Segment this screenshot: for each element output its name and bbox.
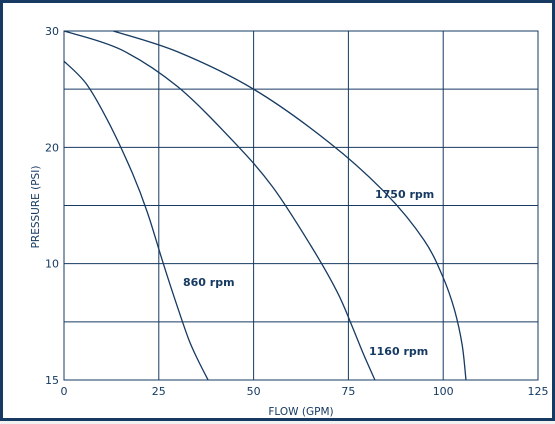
y-tick-label: 10 — [45, 258, 59, 271]
y-tick-label: 30 — [45, 25, 59, 38]
curve-label-860-rpm: 860 rpm — [183, 276, 235, 289]
curve-1160-rpm — [63, 30, 376, 381]
pump-curve-chart: 0 25 50 75 100 125 15 10 20 30 860 rpm 1160 rpm 1… — [30, 25, 549, 418]
x-tick-label: 25 — [152, 385, 166, 398]
curve-label-1160-rpm: 1160 rpm — [369, 345, 428, 358]
curve-label-1750-rpm: 1750 rpm — [375, 188, 434, 201]
y-tick-label: 20 — [45, 141, 59, 154]
y-tick-label: 15 — [45, 374, 59, 387]
x-axis-title: FLOW (GPM) — [268, 406, 333, 418]
x-tick-label: 0 — [61, 385, 68, 398]
y-axis-title: PRESSURE (PSI) — [30, 166, 42, 249]
x-tick-label: 125 — [528, 385, 549, 398]
curve-860-rpm — [63, 60, 209, 381]
x-tick-label: 100 — [433, 385, 454, 398]
x-tick-label: 50 — [247, 385, 261, 398]
curve-1750-rpm — [113, 30, 467, 381]
x-tick-label: 75 — [341, 385, 355, 398]
